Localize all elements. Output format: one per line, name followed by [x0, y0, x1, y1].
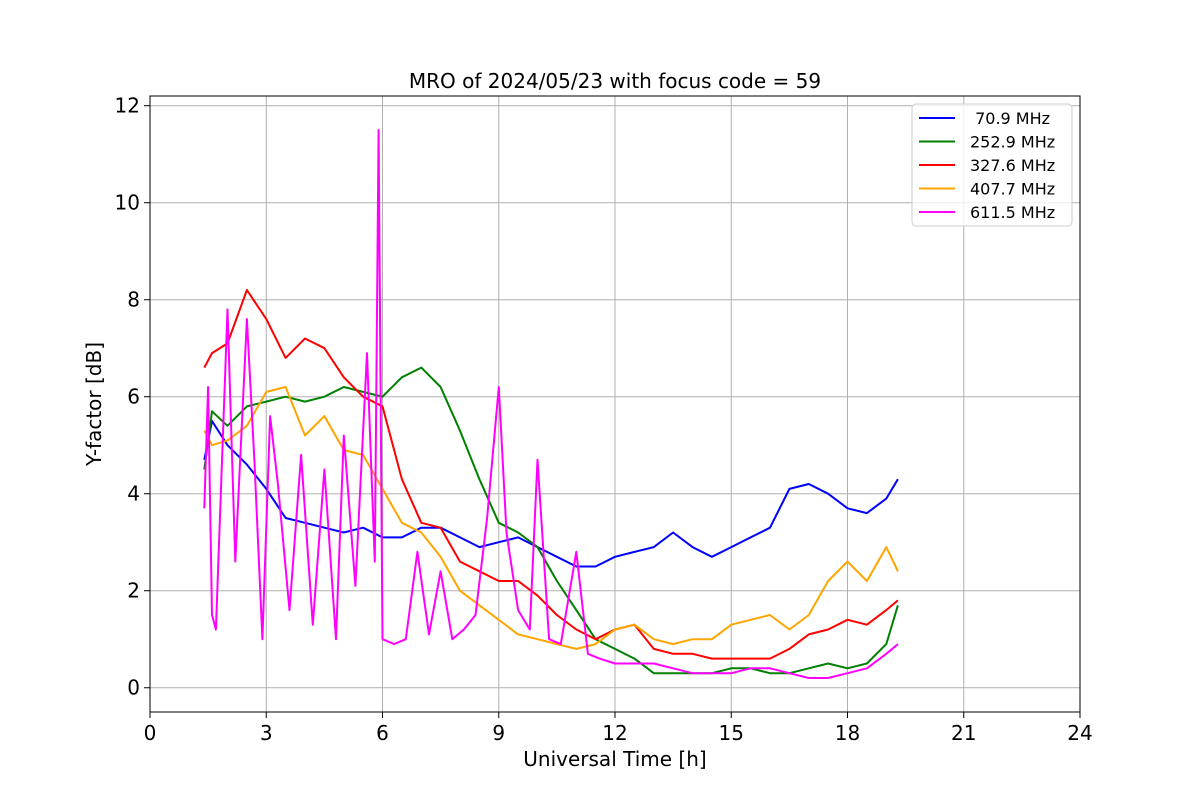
x-tick-label: 18 — [835, 721, 860, 745]
y-tick-label: 12 — [115, 94, 140, 118]
legend-label: 407.7 MHz — [970, 180, 1055, 199]
chart-title: MRO of 2024/05/23 with focus code = 59 — [409, 69, 821, 93]
x-tick-label: 9 — [492, 721, 505, 745]
series-layer — [203, 129, 899, 679]
series-line-4 — [203, 386, 899, 650]
x-axis: 0 3 6 9 12 15 18 21 24 — [144, 712, 1093, 745]
x-tick-label: 6 — [376, 721, 389, 745]
y-axis: 0 2 4 6 8 10 12 — [115, 94, 150, 700]
x-tick-label: 0 — [144, 721, 157, 745]
legend-label: 252.9 MHz — [970, 133, 1055, 152]
y-tick-label: 6 — [127, 385, 140, 409]
x-axis-label: Universal Time [h] — [523, 747, 706, 771]
x-tick-label: 24 — [1067, 721, 1092, 745]
x-tick-label: 21 — [951, 721, 976, 745]
x-tick-label: 12 — [602, 721, 627, 745]
series-line-5 — [203, 129, 899, 679]
x-tick-label: 15 — [719, 721, 744, 745]
legend: 70.9 MHz 252.9 MHz 327.6 MHz 407.7 MHz 611.5… — [911, 103, 1073, 227]
legend-label: 327.6 MHz — [970, 156, 1055, 175]
y-tick-label: 4 — [127, 482, 140, 506]
y-tick-label: 8 — [127, 288, 140, 312]
grid — [149, 96, 1081, 712]
y-tick-label: 0 — [127, 676, 140, 700]
series-line-1 — [203, 420, 899, 568]
legend-box — [911, 103, 1073, 227]
series-line-3 — [203, 289, 899, 660]
x-tick-label: 3 — [260, 721, 273, 745]
y-axis-label: Y-factor [dB] — [82, 342, 106, 467]
legend-label: 611.5 MHz — [970, 203, 1055, 222]
y-tick-label: 10 — [115, 191, 140, 215]
y-tick-label: 2 — [127, 579, 140, 603]
legend-label: 70.9 MHz — [970, 109, 1050, 128]
